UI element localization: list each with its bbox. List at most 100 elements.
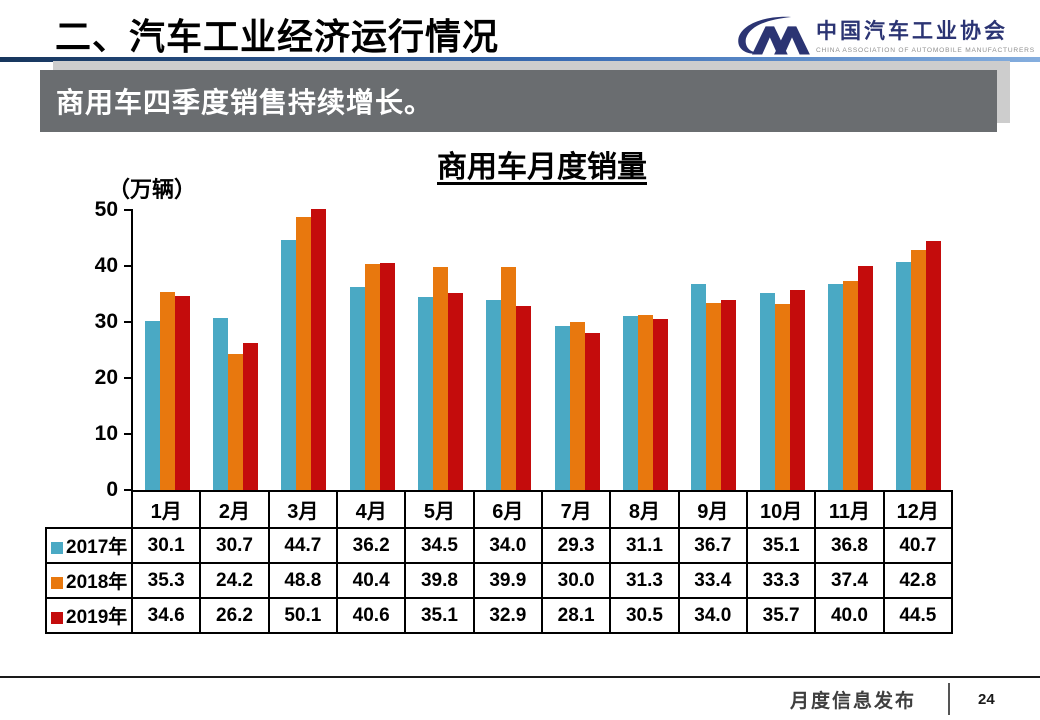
- legend-swatch-icon: [51, 612, 63, 624]
- subtitle-banner: 商用车四季度销售持续增长。: [40, 70, 997, 132]
- bar-group-4月: [338, 210, 406, 490]
- bar-2018年-7月: [569, 322, 585, 490]
- value-cell: 48.8: [267, 562, 338, 599]
- y-tick-mark: [124, 489, 133, 491]
- bar-2018年-6月: [501, 266, 517, 490]
- y-tick-mark: [124, 377, 133, 379]
- month-header-cell: 8月: [609, 490, 680, 529]
- bar-group-2月: [201, 210, 269, 490]
- y-tick-label: 10: [94, 422, 118, 445]
- bar-group-5月: [406, 210, 474, 490]
- value-cell: 26.2: [199, 597, 270, 634]
- y-tick-label: 20: [94, 366, 118, 389]
- footer-rule: [0, 676, 1040, 678]
- y-tick-label: 0: [106, 478, 118, 501]
- bar-2017年-5月: [417, 296, 433, 490]
- value-cell: 40.0: [814, 597, 885, 634]
- value-cell: 28.1: [540, 597, 612, 634]
- month-header-cell: 12月: [882, 490, 954, 529]
- month-header-cell: 7月: [540, 490, 612, 529]
- value-cell: 35.1: [404, 597, 475, 634]
- caam-logo-icon: [738, 16, 810, 55]
- legend-swatch-icon: [51, 577, 63, 589]
- value-cell: 32.9: [472, 597, 543, 634]
- bar-2019年-1月: [174, 296, 190, 490]
- legend-cell-2017年: 2017年: [45, 527, 133, 564]
- bar-2018年-11月: [842, 280, 858, 490]
- page-number: 24: [978, 690, 995, 708]
- caam-logo: 中国汽车工业协会 CHINA ASSOCIATION OF AUTOMOBILE…: [728, 10, 1034, 58]
- value-cell: 40.4: [335, 562, 407, 599]
- chart-title: 商用车月度销量: [437, 151, 647, 184]
- value-cell: 39.8: [404, 562, 475, 599]
- y-tick-label: 40: [94, 254, 118, 277]
- bar-2018年-5月: [432, 267, 448, 490]
- value-cell: 30.1: [130, 527, 202, 564]
- bar-2017年-4月: [349, 287, 365, 490]
- y-tick-mark: [124, 433, 133, 435]
- month-header-cell: 4月: [335, 490, 407, 529]
- value-cell: 30.0: [540, 562, 612, 599]
- bar-2019年-11月: [857, 266, 873, 490]
- bar-2017年-6月: [486, 299, 502, 490]
- bar-2017年-10月: [759, 293, 775, 490]
- bar-group-7月: [543, 210, 611, 490]
- month-header-cell: 6月: [472, 490, 543, 529]
- value-cell: 37.4: [814, 562, 885, 599]
- footer-label: 月度信息发布: [789, 690, 916, 712]
- table-row-2017年: 2017年 30.1 30.7 44.7 36.2 34.5 34.0 29.3 31.1 36.…: [45, 527, 954, 564]
- bar-chart-plot-area: [124, 209, 953, 491]
- bar-2017年-8月: [622, 315, 638, 490]
- bar-group-12月: [885, 210, 953, 490]
- footer: 月度信息发布 24: [700, 678, 1040, 720]
- value-cell: 33.4: [677, 562, 748, 599]
- bar-2017年-2月: [212, 318, 228, 490]
- bar-2019年-9月: [721, 299, 737, 490]
- bar-group-1月: [133, 210, 201, 490]
- bar-2019年-7月: [584, 332, 600, 490]
- value-cell: 31.3: [609, 562, 680, 599]
- bar-2019年-5月: [447, 293, 463, 490]
- value-cell: 33.3: [745, 562, 817, 599]
- month-header-cell: 1月: [130, 490, 202, 529]
- bar-group-9月: [680, 210, 748, 490]
- bar-2017年-1月: [144, 321, 160, 490]
- y-tick-label: 50: [94, 198, 118, 221]
- value-cell: 36.7: [677, 527, 748, 564]
- y-tick-label: 30: [94, 310, 118, 333]
- value-cell: 36.2: [335, 527, 407, 564]
- bar-2019年-10月: [789, 290, 805, 490]
- value-cell: 44.7: [267, 527, 338, 564]
- value-cell: 39.9: [472, 562, 543, 599]
- value-cell: 30.7: [199, 527, 270, 564]
- value-cell: 50.1: [267, 597, 338, 634]
- value-cell: 35.3: [130, 562, 202, 599]
- table-corner-cell: [46, 491, 132, 528]
- y-tick-mark: [124, 265, 133, 267]
- bar-2018年-9月: [706, 302, 722, 490]
- bar-2017年-3月: [281, 239, 297, 490]
- y-tick-mark: [124, 321, 133, 323]
- value-cell: 34.5: [404, 527, 475, 564]
- value-cell: 31.1: [609, 527, 680, 564]
- bar-2017年-7月: [554, 325, 570, 490]
- bar-group-11月: [816, 210, 884, 490]
- caam-logo-text: 中国汽车工业协会 CHINA ASSOCIATION OF AUTOMOBILE…: [816, 15, 1035, 54]
- bar-2019年-6月: [516, 305, 532, 490]
- y-axis-unit-label: （万辆）: [108, 177, 197, 202]
- value-cell: 34.0: [677, 597, 748, 634]
- bar-2019年-3月: [311, 209, 327, 490]
- bar-2017年-9月: [691, 284, 707, 490]
- value-cell: 44.5: [882, 597, 954, 634]
- bar-group-10月: [748, 210, 816, 490]
- value-cell: 35.7: [745, 597, 817, 634]
- table-month-row: 1月 2月 3月 4月 5月 6月 7月 8月 9月 10月 11月 12月: [46, 490, 954, 529]
- value-cell: 36.8: [814, 527, 885, 564]
- legend-cell-2019年: 2019年: [45, 597, 133, 634]
- y-axis: 0 10 20 30 40 50: [60, 198, 118, 501]
- value-cell: 34.0: [472, 527, 543, 564]
- value-cell: 42.8: [882, 562, 954, 599]
- bar-2019年-8月: [652, 319, 668, 490]
- bar-2018年-12月: [911, 250, 927, 490]
- value-cell: 40.7: [882, 527, 954, 564]
